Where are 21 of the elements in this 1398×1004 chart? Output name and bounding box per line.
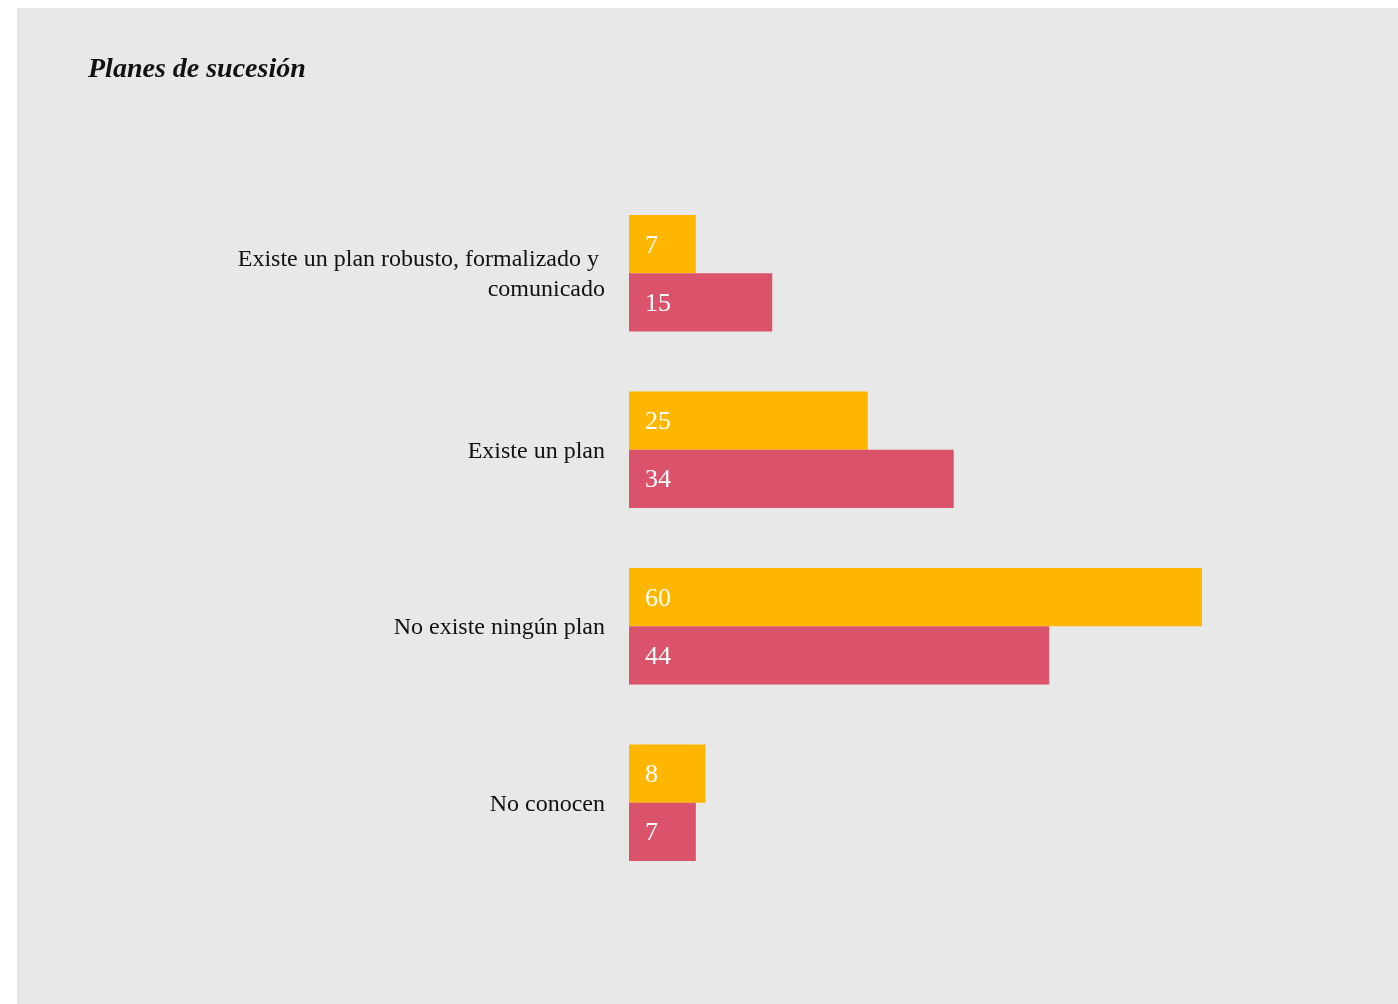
bar	[629, 215, 696, 274]
bar	[629, 802, 696, 861]
y-tick-label: Existe un plan robusto, formalizado y comunicado	[237, 245, 605, 302]
y-tick-label: No existe ningún plan	[393, 613, 605, 640]
data-label: 44	[645, 640, 671, 670]
data-label: 15	[645, 287, 671, 317]
y-tick-label: Existe un plan	[467, 436, 605, 463]
bar	[629, 391, 868, 450]
data-label: 7	[645, 229, 658, 259]
bar	[629, 568, 1202, 627]
data-label: 7	[645, 817, 658, 847]
data-label: 8	[645, 759, 658, 789]
data-label: 34	[645, 464, 671, 494]
bar	[629, 449, 954, 508]
text: Planes de sucesión	[87, 51, 306, 83]
data-label: 25	[645, 406, 671, 436]
bar	[629, 626, 1050, 685]
bar	[629, 744, 706, 803]
y-tick-label: No conocen	[489, 789, 605, 816]
bar	[629, 273, 773, 332]
data-label: 60	[645, 582, 671, 612]
